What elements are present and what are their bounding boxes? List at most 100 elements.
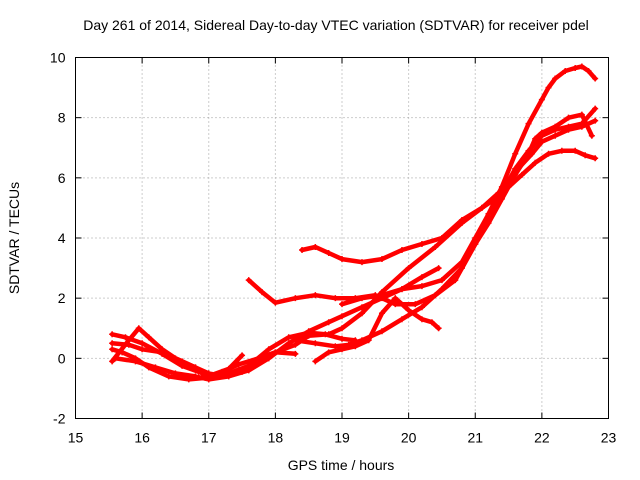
data-point	[435, 265, 442, 272]
data-point	[312, 358, 319, 365]
data-point	[398, 316, 405, 323]
data-point	[292, 350, 299, 357]
data-point	[109, 346, 116, 353]
data-point	[378, 328, 385, 335]
data-point	[332, 343, 339, 350]
data-point	[305, 332, 312, 339]
data-point	[352, 343, 359, 350]
y-tick-label: 8	[58, 110, 66, 126]
data-point	[545, 84, 552, 91]
data-point	[552, 126, 559, 133]
y-tick-label: 0	[58, 350, 66, 366]
data-point	[418, 283, 425, 290]
x-tick-label: 17	[201, 430, 217, 446]
data-point	[259, 358, 266, 365]
data-point	[592, 105, 599, 112]
x-tick-label: 21	[467, 430, 483, 446]
series-track-7	[299, 147, 599, 266]
axis-ticks	[75, 57, 609, 419]
data-point	[552, 132, 559, 139]
data-point	[438, 286, 445, 293]
data-point	[145, 334, 152, 341]
data-point	[358, 304, 365, 311]
data-point	[239, 368, 246, 375]
grid-lines	[75, 57, 609, 419]
data-point	[532, 159, 539, 166]
data-point	[428, 319, 435, 326]
data-point	[538, 132, 545, 139]
data-point	[565, 123, 572, 130]
data-point	[512, 150, 519, 157]
data-point	[339, 256, 345, 263]
data-point	[339, 313, 345, 320]
data-point	[172, 370, 179, 377]
data-point	[405, 307, 412, 314]
data-point	[418, 241, 425, 248]
series-track-10	[312, 295, 442, 365]
x-tick-label: 23	[601, 430, 617, 446]
data-point	[112, 355, 119, 362]
data-point	[299, 247, 306, 254]
data-point	[339, 325, 345, 332]
data-point	[339, 301, 345, 308]
data-point	[125, 341, 132, 348]
data-point	[312, 292, 319, 299]
data-point	[312, 340, 319, 347]
data-point	[558, 147, 565, 154]
data-point	[239, 352, 246, 359]
data-point	[578, 111, 585, 118]
data-point	[458, 216, 465, 223]
data-point	[538, 138, 545, 145]
x-tick-label: 22	[534, 430, 550, 446]
data-point	[265, 346, 272, 353]
data-point	[458, 265, 465, 272]
data-point	[219, 373, 226, 380]
x-axis-label: GPS time / hours	[288, 457, 395, 473]
data-point	[438, 277, 445, 284]
data-point	[272, 299, 279, 306]
data-point	[109, 331, 116, 338]
data-point	[192, 364, 199, 371]
data-point	[339, 335, 345, 342]
data-point	[592, 75, 599, 82]
data-point	[325, 349, 332, 356]
chart-title: Day 261 of 2014, Sidereal Day-to-day VTE…	[83, 17, 589, 33]
data-point	[418, 316, 425, 323]
data-point	[592, 155, 599, 162]
x-tick-label: 19	[334, 430, 350, 446]
data-point	[378, 256, 385, 263]
data-point	[392, 301, 399, 308]
data-point	[525, 147, 532, 154]
data-point	[205, 376, 212, 383]
data-point	[285, 334, 292, 341]
data-point	[472, 241, 479, 248]
x-tick-label: 18	[268, 430, 284, 446]
data-point	[358, 295, 365, 302]
y-tick-label: 4	[58, 230, 66, 246]
data-point	[165, 373, 172, 380]
data-point	[272, 349, 279, 356]
data-point	[292, 295, 299, 302]
data-point	[552, 75, 559, 82]
data-point	[205, 370, 212, 377]
data-point	[572, 147, 579, 154]
data-point	[325, 319, 332, 326]
data-point	[325, 331, 332, 338]
data-point	[438, 235, 445, 241]
y-tick-label: 10	[50, 50, 66, 66]
data-point	[545, 150, 552, 157]
data-point	[592, 117, 599, 124]
data-point	[562, 68, 569, 75]
y-tick-label: 2	[58, 290, 66, 306]
data-point	[358, 310, 365, 317]
data-point	[179, 358, 186, 365]
data-point	[235, 361, 242, 368]
x-tick-label: 20	[401, 430, 417, 446]
data-point	[478, 204, 485, 211]
series-line	[299, 148, 598, 265]
data-point	[498, 189, 505, 196]
data-point	[378, 310, 385, 317]
data-point	[109, 340, 116, 347]
data-point	[259, 289, 266, 296]
